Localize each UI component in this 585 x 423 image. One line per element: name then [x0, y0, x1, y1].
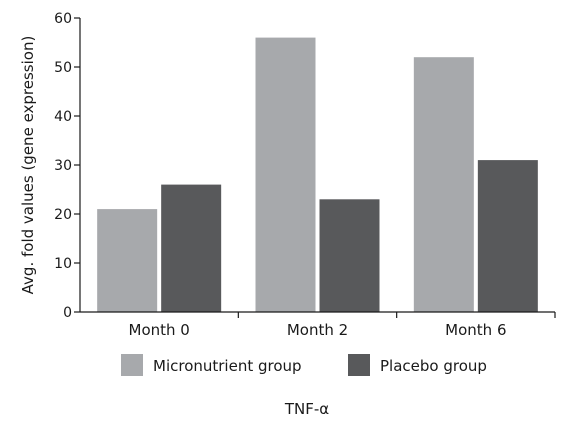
- y-tick-label: 10: [54, 256, 72, 272]
- x-category-label: Month 2: [287, 321, 348, 339]
- x-categories: Month 0 Month 2 Month 6: [129, 312, 556, 339]
- y-tick-label: 40: [54, 109, 72, 125]
- y-axis-title: Avg. fold values (gene expression): [19, 36, 37, 295]
- bars-layer: [97, 37, 538, 313]
- bar: [97, 209, 158, 312]
- y-tick-label: 30: [54, 158, 72, 174]
- x-axis-title: TNF-α: [284, 400, 329, 418]
- y-tick-label: 60: [54, 11, 72, 27]
- legend-label: Placebo group: [380, 357, 487, 375]
- legend-label: Micronutrient group: [153, 357, 302, 375]
- legend-swatch: [348, 354, 370, 376]
- y-tick-label: 0: [63, 305, 72, 321]
- legend: Micronutrient group Placebo group: [121, 354, 487, 376]
- bar: [413, 57, 474, 313]
- x-category-label: Month 0: [129, 321, 190, 339]
- y-ticks: 0 10 20 30 40 50 60: [54, 11, 80, 321]
- bar: [161, 184, 222, 312]
- x-category-label: Month 6: [445, 321, 506, 339]
- bar: [477, 160, 538, 312]
- bar: [255, 37, 316, 312]
- y-tick-label: 20: [54, 207, 72, 223]
- legend-swatch: [121, 354, 143, 376]
- y-tick-label: 50: [54, 60, 72, 76]
- bar: [319, 199, 380, 312]
